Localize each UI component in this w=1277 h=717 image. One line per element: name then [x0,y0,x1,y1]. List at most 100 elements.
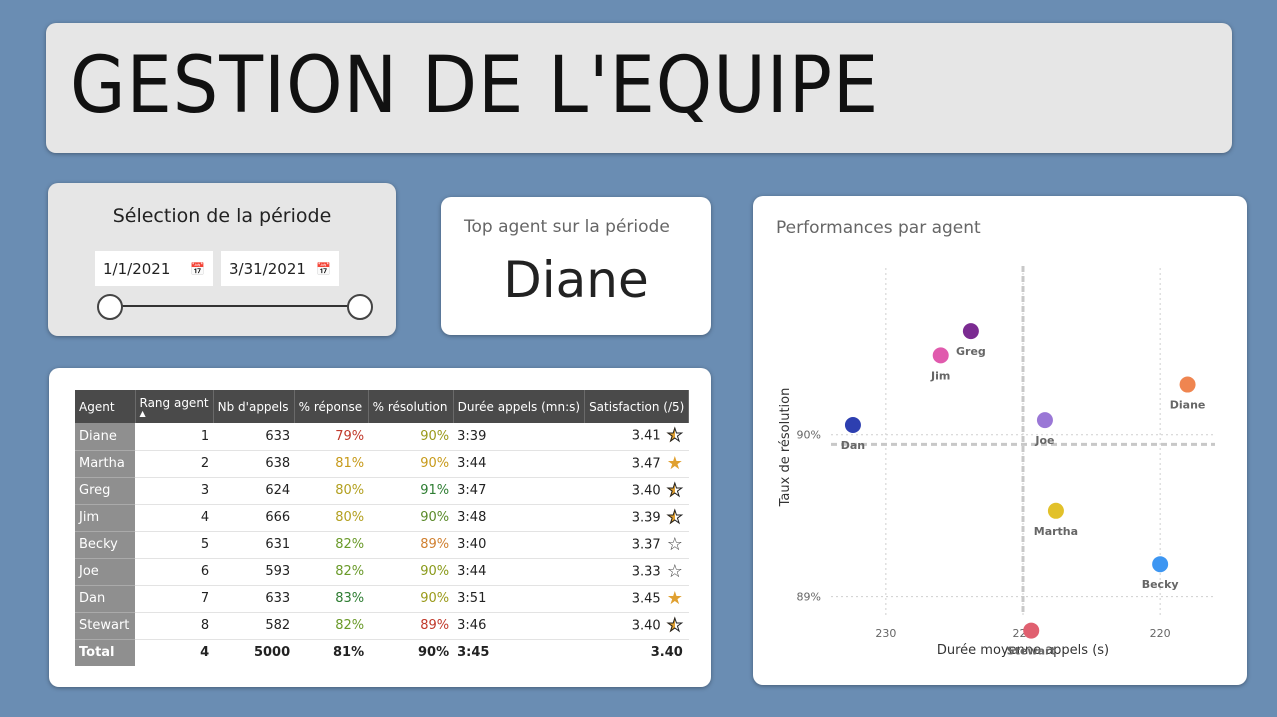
column-header-calls[interactable]: Nb d'appels [213,390,295,423]
total-duration: 3:45 [457,645,490,661]
table-row[interactable]: Diane 1 633 79% 90% 3:39 3.41 ★ [75,423,689,451]
cell-rank: 7 [135,585,214,613]
table-row[interactable]: Dan 7 633 83% 90% 3:51 3.45 ★ [75,585,689,613]
data-label: Martha [1034,525,1078,538]
cell-calls: 631 [213,531,295,559]
cell-agent: Diane [75,423,135,451]
table-row[interactable]: Becky 5 631 82% 89% 3:40 3.37 ☆ [75,531,689,559]
cell-duration: 3:44 [453,558,585,586]
star-icon: ☆ [666,560,683,582]
data-label: Jim [930,369,950,382]
cell-calls: 633 [213,585,295,613]
cell-calls: 666 [213,504,295,532]
column-header-duration[interactable]: Durée appels (mn:s) [453,390,586,423]
cell-duration: 3:40 [453,531,585,559]
cell-rank: 2 [135,450,214,478]
star-icon: ★ [666,614,683,636]
slider-start-handle[interactable] [97,294,123,320]
cell-resolution: 90% [368,423,454,451]
satisfaction-value: 3.40 [631,483,661,498]
cell-agent: Joe [75,558,135,586]
cell-calls: 624 [213,477,295,505]
data-point [844,417,861,434]
data-point [962,323,979,340]
cell-resolution: 90% [368,504,454,532]
total-satisfaction: 3.40 [650,645,683,661]
total-response: 81% [333,645,365,661]
cell-response: 80% [294,477,369,505]
page-title: GESTION DE L'EQUIPE [70,41,880,131]
column-header-agent[interactable]: Agent [75,390,136,423]
column-header-rank[interactable]: Rang agent ▲ [135,390,214,423]
cell-calls: 593 [213,558,295,586]
cell-duration: 3:39 [453,423,585,451]
cell-rank: 8 [135,612,214,640]
cell-resolution: 89% [368,531,454,559]
x-axis-title: Durée moyenne appels (s) [937,643,1109,658]
satisfaction-value: 3.40 [631,618,661,633]
star-icon: ★ [666,479,683,501]
chart-title: Performances par agent [776,218,981,238]
top-agent-card: Top agent sur la période Diane [441,197,711,335]
cell-rank: 1 [135,423,214,451]
cell-satisfaction: 3.47 ★ [584,450,689,478]
slider-end-handle[interactable] [347,294,373,320]
data-point [932,347,949,364]
table-row[interactable]: Martha 2 638 81% 90% 3:44 3.47 ★ [75,450,689,478]
satisfaction-value: 3.39 [631,510,661,525]
start-date-input[interactable]: 1/1/2021 📅 [95,251,213,286]
cell-rank: 4 [135,504,214,532]
table-row[interactable]: Stewart 8 582 82% 89% 3:46 3.40 ★ [75,612,689,640]
calendar-icon[interactable]: 📅 [190,261,205,276]
cell-calls: 582 [213,612,295,640]
data-label: Diane [1170,399,1206,412]
cell-rank: 3 [135,477,214,505]
column-header-resolution[interactable]: % résolution [368,390,454,423]
date-range-slider-track[interactable] [110,305,360,307]
cell-duration: 3:48 [453,504,585,532]
cell-duration: 3:44 [453,450,585,478]
agent-table: Agent Rang agent ▲ Nb d'appels % réponse … [75,390,690,666]
cell-resolution: 90% [368,558,454,586]
cell-rank: 5 [135,531,214,559]
cell-response: 83% [294,585,369,613]
cell-satisfaction: 3.45 ★ [584,585,689,613]
data-point [1047,502,1064,519]
star-icon: ★ [666,506,683,528]
calendar-icon[interactable]: 📅 [316,261,331,276]
table-total-row: Total 4 5000 81% 90% 3:45 3.40 [75,639,689,666]
cell-response: 81% [294,450,369,478]
cell-duration: 3:46 [453,612,585,640]
total-rank: 4 [200,645,210,661]
satisfaction-value: 3.45 [631,591,661,606]
sort-ascending-icon: ▲ [139,408,146,418]
data-point [1152,556,1169,573]
total-label: Total [75,639,135,666]
table-row[interactable]: Greg 3 624 80% 91% 3:47 3.40 ★ [75,477,689,505]
star-icon: ★ [666,452,683,474]
cell-duration: 3:51 [453,585,585,613]
x-tick-label: 230 [875,627,896,640]
cell-satisfaction: 3.39 ★ [584,504,689,532]
data-label: Becky [1142,578,1179,591]
cell-response: 80% [294,504,369,532]
data-label: Stewart [1007,645,1056,658]
title-banner: GESTION DE L'EQUIPE [46,23,1232,153]
cell-resolution: 91% [368,477,454,505]
cell-resolution: 89% [368,612,454,640]
cell-satisfaction: 3.37 ☆ [584,531,689,559]
table-row[interactable]: Joe 6 593 82% 90% 3:44 3.33 ☆ [75,558,689,586]
table-row[interactable]: Jim 4 666 80% 90% 3:48 3.39 ★ [75,504,689,532]
y-tick-label: 89% [797,591,821,604]
satisfaction-value: 3.33 [631,564,661,579]
end-date-input[interactable]: 3/31/2021 📅 [221,251,339,286]
cell-agent: Dan [75,585,135,613]
cell-satisfaction: 3.40 ★ [584,477,689,505]
column-header-response[interactable]: % réponse [294,390,369,423]
total-calls: 5000 [253,645,291,661]
column-header-satisfaction[interactable]: Satisfaction (/5) [584,390,690,423]
star-icon: ★ [666,587,683,609]
satisfaction-value: 3.37 [631,537,661,552]
satisfaction-value: 3.41 [631,428,661,444]
